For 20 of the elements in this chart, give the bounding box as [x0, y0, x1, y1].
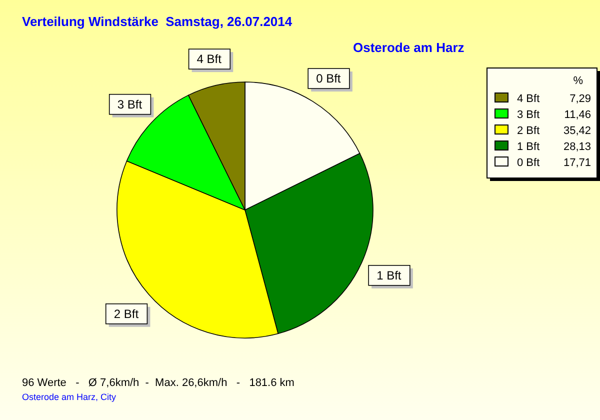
chart-subtitle: Osterode am Harz — [353, 40, 465, 55]
legend-label: 1 Bft — [517, 141, 540, 153]
chart-title: Verteilung Windstärke Samstag, 26.07.2014 — [22, 14, 293, 29]
legend-label: 2 Bft — [517, 125, 540, 137]
legend-label: 4 Bft — [517, 93, 540, 105]
data-label: 35,42 — [563, 125, 591, 137]
slice-label: 3 Bft — [117, 97, 143, 112]
data-label: 28,13 — [563, 141, 591, 153]
legend-label: 3 Bft — [517, 109, 540, 121]
text: 96 Werte - Ø 7,6km/h - Max. 26,6km/h - 181.6 km — [22, 377, 294, 389]
data-label: 7,29 — [570, 93, 591, 105]
data-label: 17,71 — [563, 157, 591, 169]
slice-label: 0 Bft — [316, 72, 342, 86]
slice-label: 2 Bft — [114, 306, 140, 321]
slice-label: 1 Bft — [376, 268, 402, 282]
text: Osterode am Harz, City — [22, 392, 117, 402]
legend-title: % — [573, 75, 584, 87]
slice-label: 4 Bft — [196, 52, 222, 66]
data-label: 11,46 — [564, 109, 591, 121]
legend-label: 0 Bft — [517, 157, 540, 169]
